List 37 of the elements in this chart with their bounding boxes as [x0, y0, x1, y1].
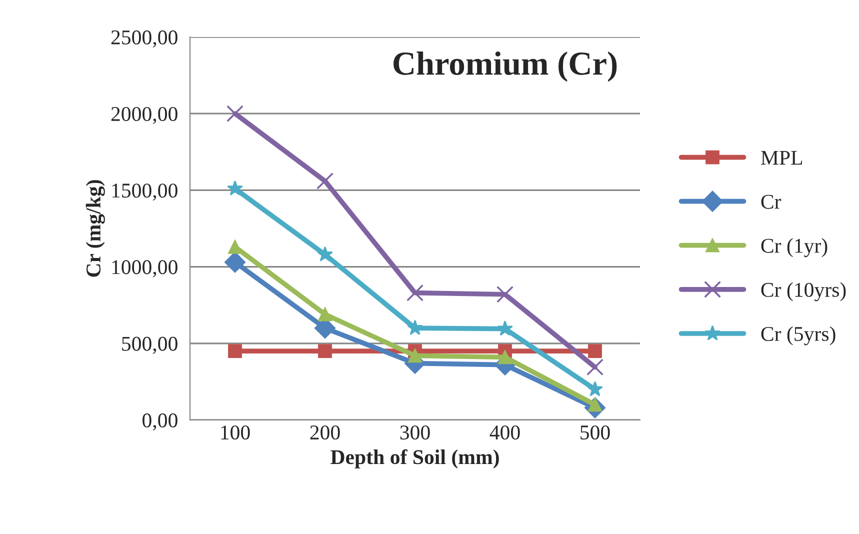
point	[227, 180, 243, 196]
x-tick-label: 400	[490, 425, 520, 440]
point	[224, 252, 246, 273]
point	[318, 344, 332, 358]
point	[228, 344, 242, 358]
point	[586, 358, 604, 376]
point	[588, 344, 602, 358]
x-tick-label: 500	[580, 425, 610, 440]
y-tick-label: 0,00	[142, 413, 178, 430]
point	[497, 320, 513, 336]
x-tick-label: 200	[310, 425, 340, 440]
y-tick-label: 1500,00	[112, 184, 178, 201]
point	[228, 240, 242, 254]
legend-label: Cr (1yr)	[761, 238, 828, 258]
x-tick-label: 100	[221, 425, 250, 440]
point	[587, 381, 603, 396]
point	[496, 286, 514, 303]
point	[408, 348, 422, 363]
point	[406, 284, 424, 302]
point	[498, 350, 512, 364]
point	[316, 172, 334, 190]
point	[407, 320, 423, 335]
y-tick-label: 500,00	[122, 336, 178, 354]
x-axis-title: Depth of Soil (mm)	[330, 449, 499, 468]
legend-label: MPL	[761, 150, 802, 165]
point	[318, 307, 332, 322]
point	[226, 105, 244, 122]
x-tick-label: 300	[400, 425, 430, 440]
y-axis-title: Cr (mg/kg)	[86, 180, 105, 277]
y-tick-label: 2000,00	[111, 106, 178, 124]
y-tick-label: 1000,00	[112, 260, 178, 278]
point	[317, 246, 333, 262]
legend-label: Cr	[761, 194, 782, 209]
legend-label: Cr (10yrs)	[761, 282, 846, 302]
legend-label: Cr (5yrs)	[761, 326, 836, 346]
y-tick-label: 2500,00	[111, 30, 178, 48]
chart-title: Chromium (Cr)	[394, 51, 617, 82]
